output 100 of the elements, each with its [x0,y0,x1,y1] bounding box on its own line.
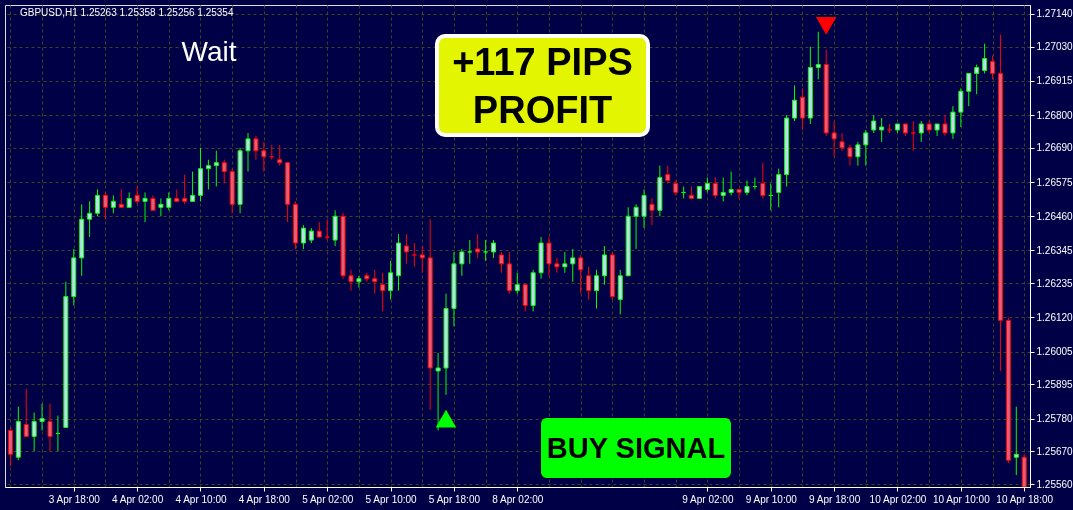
candlestick [578,254,584,295]
candlestick [23,388,29,437]
candlestick [799,87,805,131]
y-tick-label: 1.26915 [1036,75,1073,87]
candlestick [300,224,306,250]
y-tick-label: 1.26690 [1036,142,1073,154]
candlestick [182,174,188,205]
candlestick [990,55,996,80]
x-tick-label: 4 Apr 10:00 [175,493,227,505]
candlestick [324,218,330,241]
annotation: BUY SIGNAL [546,432,726,465]
candlestick [942,114,948,137]
candlestick [839,132,845,152]
candlestick [522,284,528,312]
candlestick [39,403,45,431]
candlestick [720,177,726,202]
x-tick-label: 9 Apr 02:00 [682,493,734,505]
candlestick [158,197,164,217]
candlestick [411,242,417,268]
candlestick [102,191,108,220]
candlestick [31,412,37,452]
candlestick [815,31,821,80]
candlestick [348,269,354,292]
candlestick [261,141,267,173]
candlestick [190,171,196,202]
x-tick-label: 5 Apr 10:00 [365,493,418,505]
candlestick [7,426,13,467]
y-tick-label: 1.26575 [1036,176,1073,188]
candlestick [966,72,972,107]
x-tick-label: 3 Apr 18:00 [48,493,101,505]
candlestick [910,120,916,152]
x-tick-label: 9 Apr 18:00 [809,493,861,505]
x-tick-label: 8 Apr 02:00 [492,493,544,505]
candlestick [974,64,980,95]
candlestick [562,251,568,274]
y-tick-label: 1.27030 [1036,41,1073,53]
candlestick [380,272,386,312]
x-tick-label: 10 Apr 10:00 [932,493,991,505]
candlestick [403,233,409,265]
candlestick [594,269,600,309]
candlestick [221,159,227,185]
chart-title: GBPUSD,H1 1.25263 1.25358 1.25256 1.25354 [20,7,234,18]
candlestick [546,236,552,277]
candlestick [205,159,211,190]
candlestick [649,197,655,226]
x-tick-label: 4 Apr 02:00 [112,493,164,505]
candlestick [633,203,639,250]
y-tick-label: 1.27140 [1036,8,1073,20]
x-tick-label: 9 Apr 10:00 [745,493,798,505]
candlestick [134,185,140,205]
candlestick [372,269,378,295]
candlestick [744,180,750,196]
y-tick-label: 1.26120 [1036,311,1073,323]
candlestick [277,144,283,167]
x-tick-label: 10 Apr 02:00 [869,493,927,505]
candlestick [253,135,259,161]
candlestick [498,251,504,274]
candlestick [847,144,853,167]
candlestick [712,177,718,199]
annotation: +117 PIPS PROFIT [452,41,633,132]
candlestick [95,188,101,217]
y-tick-label: 1.26235 [1036,277,1073,289]
candlestick [879,117,885,143]
y-tick-label: 1.26460 [1036,210,1073,222]
candlestick [388,260,394,301]
candlestick [617,269,623,315]
candlestick [792,84,798,122]
candlestick [570,248,576,283]
y-tick-label: 1.25780 [1036,413,1073,425]
candlestick [475,233,481,259]
candlestick [855,141,861,167]
candlestick [982,43,988,74]
y-tick-label: 1.26800 [1036,109,1073,121]
candlestick [863,129,869,167]
x-tick-label: 4 Apr 18:00 [238,493,291,505]
candlestick [760,162,766,199]
candlestick [950,105,956,140]
candlestick [601,245,607,286]
y-tick-label: 1.26345 [1036,244,1073,256]
candlestick [419,245,425,274]
candlestick [467,239,473,265]
candlestick [87,200,93,238]
candlestick [641,188,647,229]
candlestick [586,266,592,301]
candlestick [736,188,742,199]
candlestick [1013,406,1019,476]
candlestick [47,403,53,452]
candlestick [356,275,362,289]
annotation: Wait [181,36,237,68]
y-tick-label: 1.25670 [1036,445,1073,457]
candlestick [332,209,338,247]
candlestick [831,120,837,158]
candlestick [958,87,964,128]
candlestick [918,120,924,143]
y-tick-label: 1.26005 [1036,346,1073,358]
candlestick [776,168,782,208]
x-tick-label: 5 Apr 18:00 [428,493,481,505]
candlestick [459,248,465,277]
candlestick [213,150,219,187]
y-tick-label: 1.25895 [1036,378,1073,390]
